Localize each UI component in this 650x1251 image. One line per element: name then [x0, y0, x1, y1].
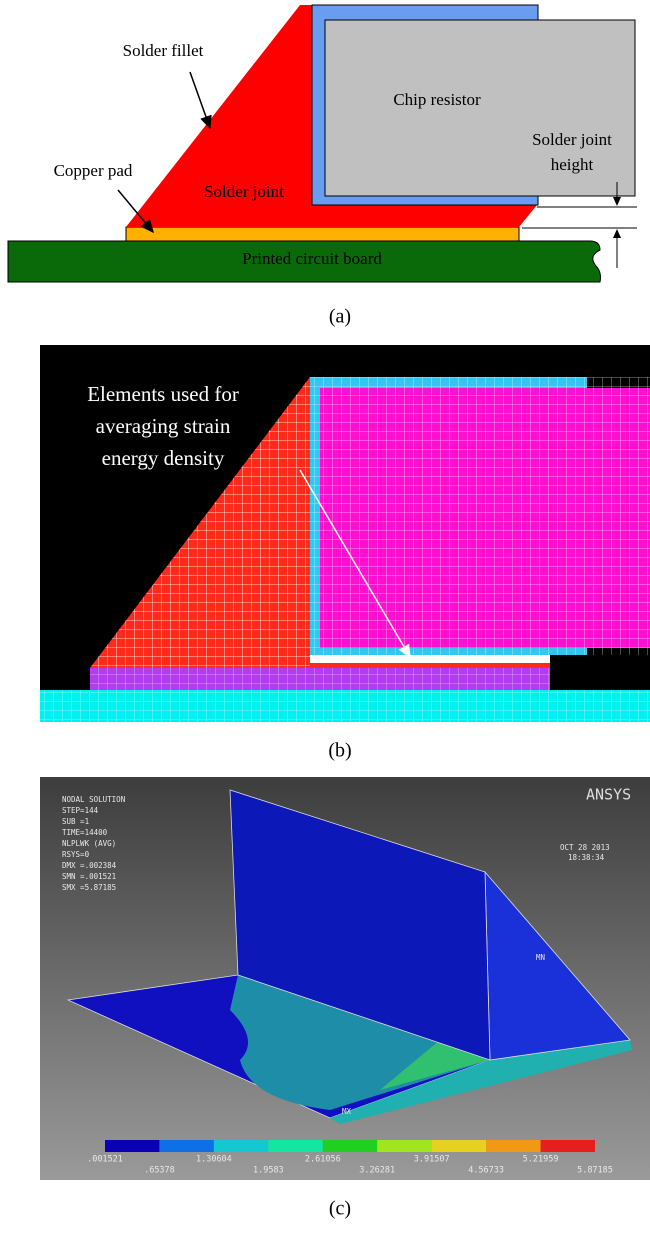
label: Chip resistor: [393, 90, 481, 109]
caption: (b): [328, 740, 351, 762]
legend-swatch: [105, 1140, 159, 1152]
page: Solder fillet Chip resistor Solder joint…: [0, 0, 650, 1251]
panel-c: NODAL SOLUTION STEP=144 SUB =1 TIME=14400 NL…: [40, 777, 650, 1220]
legend-label: 5.21959: [523, 1155, 559, 1165]
mx-label: MX: [342, 1107, 352, 1116]
date: OCT 28 2013: [560, 843, 610, 852]
mn-label: MN: [536, 953, 545, 962]
info-line: SUB =1: [62, 817, 89, 826]
info-line: RSYS=0: [62, 850, 90, 859]
info-line: TIME=14400: [62, 828, 108, 837]
label: Printed circuit board: [242, 249, 382, 268]
legend-label: 3.91507: [414, 1155, 450, 1165]
label: Solder fillet: [123, 41, 204, 60]
joint-layer: [310, 663, 550, 668]
note: averaging strain: [96, 414, 231, 438]
arrow: [190, 72, 210, 128]
caption: (c): [329, 1198, 351, 1220]
averaging-elements: [310, 655, 550, 663]
time: 18:38:34: [568, 853, 605, 862]
legend-swatch: [432, 1140, 486, 1152]
legend-swatch: [486, 1140, 540, 1152]
label: Copper pad: [54, 161, 133, 180]
legend-label: .001521: [87, 1155, 123, 1165]
note: Elements used for: [87, 382, 239, 406]
label: Solder joint: [204, 182, 284, 201]
mesh: [40, 690, 650, 722]
panel-b: Elements used for averaging strain energ…: [40, 345, 650, 762]
panel-a: Solder fillet Chip resistor Solder joint…: [8, 5, 637, 328]
copper-pad: [126, 227, 519, 241]
info-line: SMN =.001521: [62, 872, 116, 881]
label: height: [551, 155, 594, 174]
mesh: [310, 377, 650, 655]
legend-label: 2.61056: [305, 1155, 341, 1165]
legend-swatch: [159, 1140, 213, 1152]
legend-label: 5.87185: [577, 1166, 613, 1176]
legend-label: .65378: [144, 1166, 175, 1176]
caption: (a): [329, 306, 351, 328]
info-line: NLPLWK (AVG): [62, 839, 116, 848]
legend-label: 3.26281: [359, 1166, 395, 1176]
label: Solder joint: [532, 130, 612, 149]
mesh: [90, 668, 550, 690]
legend-swatch: [268, 1140, 322, 1152]
info-line: NODAL SOLUTION: [62, 795, 125, 804]
legend-swatch: [214, 1140, 268, 1152]
info-line: SMX =5.87185: [62, 883, 116, 892]
brand: ANSYS: [586, 786, 631, 804]
legend-label: 1.9583: [253, 1166, 284, 1176]
figure: Solder fillet Chip resistor Solder joint…: [0, 0, 650, 1251]
legend-label: 1.30604: [196, 1155, 232, 1165]
legend-label: 4.56733: [468, 1166, 504, 1176]
note: energy density: [102, 446, 225, 470]
legend-swatch: [541, 1140, 595, 1152]
legend-swatch: [323, 1140, 377, 1152]
legend-swatch: [377, 1140, 431, 1152]
info-line: STEP=144: [62, 806, 99, 815]
info-line: DMX =.002384: [62, 861, 117, 870]
